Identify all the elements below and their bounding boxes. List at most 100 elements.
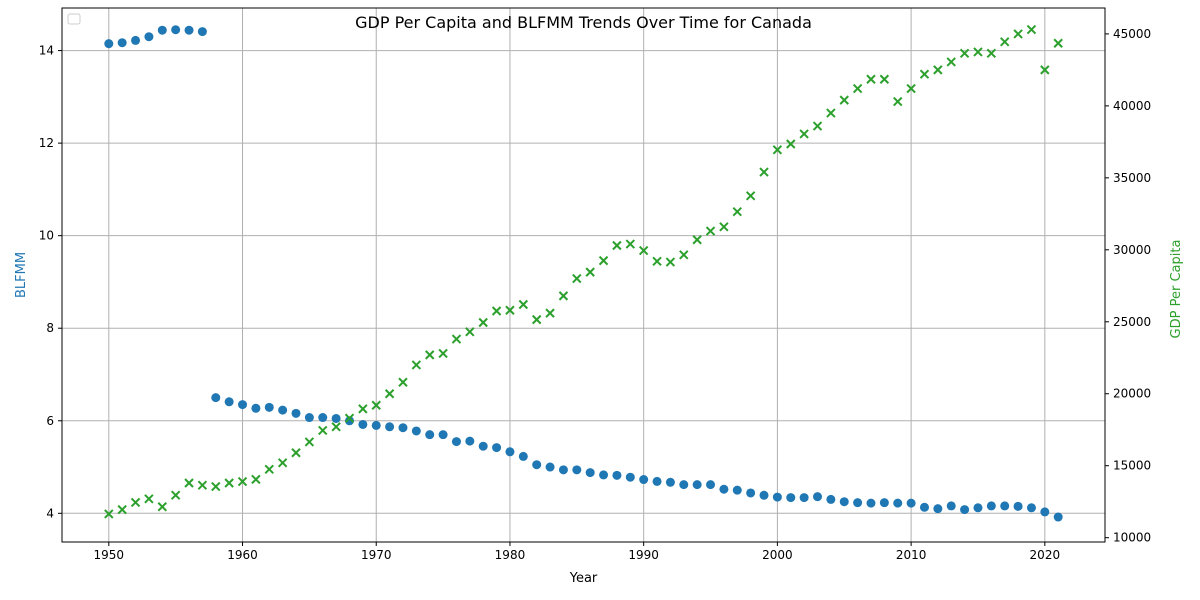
blfmm-point — [545, 462, 555, 472]
y-right-tick-label: 45000 — [1113, 27, 1151, 41]
blfmm-point — [411, 426, 421, 436]
blfmm-point — [960, 505, 970, 515]
y-right-tick-label: 40000 — [1113, 99, 1151, 113]
blfmm-point — [706, 480, 716, 490]
gdp-point — [331, 422, 341, 432]
gdp-point — [398, 377, 408, 387]
series-gdp-per-capita — [104, 24, 1063, 519]
blfmm-point — [385, 422, 395, 432]
blfmm-point — [438, 430, 448, 440]
blfmm-point — [291, 408, 301, 418]
chart-title: GDP Per Capita and BLFMM Trends Over Tim… — [355, 13, 812, 32]
blfmm-point — [746, 488, 756, 498]
gdp-point — [1000, 37, 1010, 47]
gdp-point — [104, 509, 114, 519]
y-left-tick-label: 14 — [39, 44, 54, 58]
gdp-point — [973, 47, 983, 57]
blfmm-point — [946, 501, 956, 511]
blfmm-point — [786, 493, 796, 503]
gdp-point — [197, 480, 208, 490]
blfmm-point — [625, 472, 635, 482]
gdp-point — [291, 448, 301, 458]
blfmm-point — [157, 25, 167, 35]
gdp-point — [1053, 38, 1063, 48]
gdp-point — [959, 48, 970, 59]
blfmm-point — [465, 436, 475, 446]
blfmm-point — [572, 465, 582, 475]
gdp-point — [144, 494, 154, 504]
gdp-point — [130, 497, 141, 508]
blfmm-point — [171, 25, 181, 35]
gdp-point — [304, 437, 315, 447]
gdp-point — [986, 48, 997, 59]
gdp-point — [425, 350, 435, 360]
gdp-point — [946, 57, 956, 67]
blfmm-point — [331, 413, 341, 423]
blfmm-point — [104, 39, 114, 49]
gdp-point — [893, 96, 903, 107]
gdp-point — [264, 464, 274, 475]
y-right-tick-label: 15000 — [1113, 459, 1151, 473]
gdp-point — [799, 129, 809, 139]
gdp-point — [612, 240, 622, 251]
gdp-point — [465, 327, 475, 337]
blfmm-point — [893, 498, 903, 508]
blfmm-point — [799, 493, 809, 503]
gdp-point — [251, 474, 261, 485]
legend-box — [67, 13, 81, 25]
gdp-point — [491, 306, 502, 316]
gdp-point — [545, 308, 555, 318]
blfmm-point — [117, 38, 127, 48]
blfmm-point — [532, 460, 542, 470]
gdp-point — [852, 83, 863, 94]
gdp-point — [344, 413, 355, 423]
grid — [62, 8, 1105, 542]
gdp-point — [719, 222, 729, 232]
blfmm-point — [772, 492, 782, 502]
gdp-point — [919, 69, 930, 79]
x-tick-label: 2000 — [762, 548, 793, 562]
y-axis-left-label: BLFMM — [14, 252, 29, 298]
gdp-point — [786, 139, 796, 149]
blfmm-point — [919, 502, 929, 512]
y-axis-right: 10000 15000 20000 25000 30000 35000 40000 45000 — [1105, 27, 1151, 545]
gdp-point — [665, 257, 676, 267]
blfmm-point — [973, 503, 983, 513]
gdp-point — [384, 389, 395, 399]
gdp-point — [505, 305, 515, 315]
blfmm-point — [492, 443, 502, 453]
gdp-point — [558, 291, 569, 301]
blfmm-point — [425, 430, 435, 440]
blfmm-point — [1053, 512, 1063, 522]
blfmm-point — [692, 480, 702, 490]
gdp-point — [572, 273, 582, 284]
gdp-point — [638, 245, 649, 256]
gdp-point — [371, 400, 381, 410]
gdp-point — [117, 504, 127, 515]
blfmm-point — [679, 480, 689, 490]
x-tick-label: 1970 — [361, 548, 392, 562]
y-right-tick-label: 10000 — [1113, 531, 1151, 545]
blfmm-point — [558, 465, 568, 475]
gdp-point — [1013, 29, 1023, 39]
blfmm-point — [371, 420, 381, 430]
y-left-tick-label: 10 — [39, 229, 54, 243]
gdp-point — [692, 235, 702, 245]
blfmm-point — [304, 413, 314, 423]
blfmm-point — [518, 451, 528, 461]
blfmm-point — [131, 35, 141, 45]
blfmm-point — [906, 498, 916, 508]
gdp-point — [759, 167, 769, 177]
gdp-point — [224, 478, 234, 488]
gdp-point — [826, 108, 836, 118]
gdp-point — [277, 458, 288, 468]
gdp-point — [933, 65, 943, 75]
gdp-point — [598, 255, 609, 266]
blfmm-point — [1000, 501, 1010, 511]
y-left-tick-label: 12 — [39, 136, 54, 150]
blfmm-point — [599, 470, 609, 480]
blfmm-point — [478, 441, 488, 451]
blfmm-point — [986, 501, 996, 511]
gdp-point — [745, 191, 756, 201]
gdp-point — [652, 256, 662, 267]
